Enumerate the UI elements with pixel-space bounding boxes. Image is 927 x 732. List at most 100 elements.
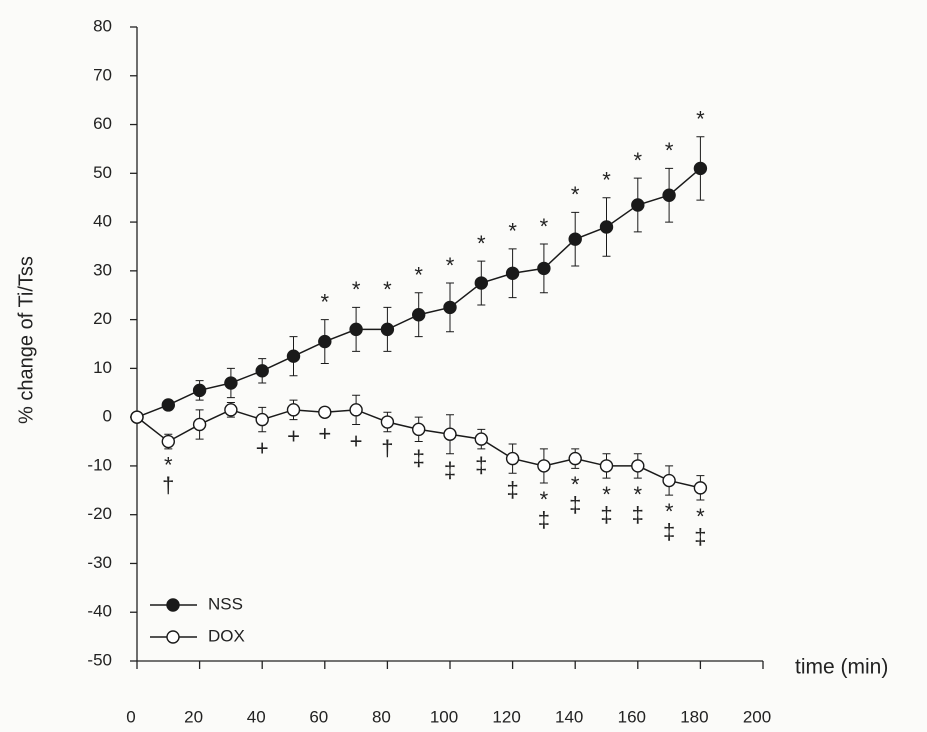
data-point xyxy=(662,473,676,488)
y-tick-label: 60 xyxy=(93,114,112,133)
data-point xyxy=(318,334,332,349)
data-point xyxy=(693,481,708,495)
significance-mark: ‡ xyxy=(538,507,550,532)
data-point xyxy=(537,459,551,473)
x-tick-label: 60 xyxy=(309,707,328,726)
data-point xyxy=(224,403,238,417)
significance-mark: * xyxy=(446,253,455,278)
legend-label: NSS xyxy=(208,594,243,613)
y-tick-label: 40 xyxy=(93,212,112,231)
significance-mark: † xyxy=(381,436,393,461)
y-tick-label: 70 xyxy=(93,65,112,84)
significance-mark: * xyxy=(540,487,549,512)
y-tick-label: 80 xyxy=(93,16,112,35)
significance-mark: ‡ xyxy=(694,524,706,549)
data-point xyxy=(443,300,457,315)
y-tick-label: 20 xyxy=(93,309,112,328)
y-tick-label: -40 xyxy=(87,602,112,621)
y-tick-label: -20 xyxy=(87,504,112,523)
data-point xyxy=(192,383,207,398)
x-tick-label: 40 xyxy=(247,707,266,726)
data-point xyxy=(599,220,614,234)
legend-marker xyxy=(166,598,180,612)
significance-mark: * xyxy=(602,168,611,193)
significance-mark: ‡ xyxy=(663,519,675,544)
significance-mark: * xyxy=(696,107,705,132)
data-point xyxy=(349,403,363,417)
significance-mark: * xyxy=(634,148,643,173)
significance-mark: * xyxy=(321,289,330,314)
data-point xyxy=(224,376,238,390)
significance-mark: ‡ xyxy=(475,453,487,478)
data-point xyxy=(631,459,645,473)
data-point xyxy=(380,322,395,337)
significance-mark: * xyxy=(164,453,173,478)
significance-mark: ‡ xyxy=(444,458,456,483)
significance-mark: + xyxy=(350,428,363,453)
data-point xyxy=(286,349,301,363)
significance-mark: ‡ xyxy=(569,492,581,517)
y-axis-label: % change of Ti/Tss xyxy=(15,256,37,424)
significance-mark: * xyxy=(383,277,392,302)
x-tick-label: 140 xyxy=(555,707,583,726)
y-tick-label: -30 xyxy=(87,553,112,572)
y-tick-label: -50 xyxy=(87,650,112,669)
x-tick-label: 160 xyxy=(618,707,646,726)
data-point xyxy=(412,422,426,437)
x-tick-label: 180 xyxy=(680,707,708,726)
significance-mark: * xyxy=(665,138,674,163)
data-point xyxy=(474,432,488,446)
legend-marker xyxy=(166,630,180,644)
x-tick-label: 200 xyxy=(743,707,771,726)
x-tick-label: 80 xyxy=(372,707,391,726)
data-point xyxy=(474,276,488,290)
x-axis-label: time (min) xyxy=(795,656,888,679)
significance-mark: * xyxy=(571,182,580,207)
data-point xyxy=(255,412,269,427)
data-point xyxy=(161,434,176,449)
significance-mark: ‡ xyxy=(413,445,425,470)
y-tick-label: -10 xyxy=(87,455,112,474)
significance-mark: ‡ xyxy=(632,502,644,527)
significance-mark: * xyxy=(571,472,580,497)
significance-mark: * xyxy=(508,219,517,244)
x-tick-label: 20 xyxy=(184,707,203,726)
y-tick-label: 30 xyxy=(93,260,112,279)
significance-mark: + xyxy=(256,436,269,461)
significance-mark: * xyxy=(414,263,423,288)
data-point xyxy=(505,266,520,280)
data-point xyxy=(599,459,614,473)
significance-mark: * xyxy=(540,214,549,239)
significance-mark: * xyxy=(634,482,643,507)
significance-mark: ‡ xyxy=(506,477,518,502)
x-tick-label: 0 xyxy=(126,707,135,726)
data-point xyxy=(568,232,582,246)
significance-mark: + xyxy=(318,421,331,446)
data-point xyxy=(631,198,645,212)
x-tick-label: 100 xyxy=(430,707,458,726)
y-tick-label: 50 xyxy=(93,163,112,182)
significance-mark: * xyxy=(602,482,611,507)
legend-label: DOX xyxy=(208,626,245,645)
significance-mark: † xyxy=(162,473,174,498)
data-point xyxy=(130,410,144,424)
data-point xyxy=(286,403,301,417)
y-tick-label: 10 xyxy=(93,358,112,377)
significance-mark: + xyxy=(287,423,300,448)
data-point xyxy=(505,451,520,466)
data-point xyxy=(349,322,363,337)
data-point xyxy=(412,308,426,322)
significance-mark: * xyxy=(696,504,705,529)
data-point xyxy=(662,188,676,202)
data-point xyxy=(318,405,332,419)
data-point xyxy=(443,427,457,441)
data-point xyxy=(380,415,395,429)
x-tick-label: 120 xyxy=(492,707,520,726)
significance-mark: ‡ xyxy=(600,502,612,527)
data-point xyxy=(192,417,207,432)
significance-mark: * xyxy=(352,277,361,302)
data-point xyxy=(255,364,269,378)
significance-mark: * xyxy=(477,231,486,256)
significance-mark: * xyxy=(665,499,674,524)
